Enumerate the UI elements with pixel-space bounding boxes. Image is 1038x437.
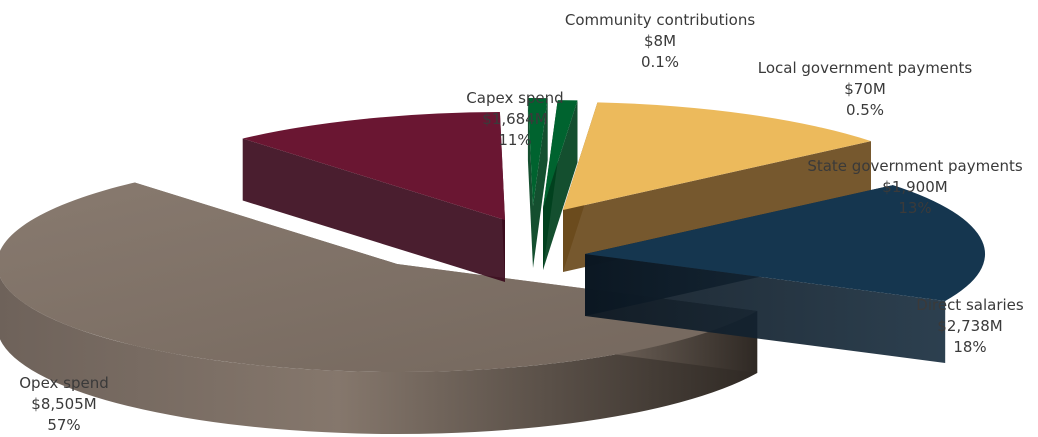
slice-label-text: Community contributions: [564, 11, 756, 29]
slice-label-state-government: State government payments $1,900M 13%: [800, 156, 1030, 219]
slice-percent-text: 13%: [898, 199, 932, 217]
slice-label-opex: Opex spend $8,505M 57%: [4, 373, 124, 436]
slice-value-text: $2,738M: [937, 317, 1003, 335]
slice-percent-text: 57%: [47, 416, 81, 434]
pie-slice-cut-face: [242, 138, 505, 282]
pie-slice-1: [242, 112, 505, 282]
pie-slice-3: [543, 100, 578, 271]
pie-slice-side: [0, 277, 758, 435]
slice-label-text: Opex spend: [19, 374, 109, 392]
slice-percent-text: 11%: [498, 131, 532, 149]
slice-value-text: $1,684M: [482, 110, 548, 128]
pie-slice-5: [585, 185, 986, 363]
slice-label-direct-salaries: Direct salaries $2,738M 18%: [905, 295, 1035, 358]
slice-label-capex: Capex spend $1,684M 11%: [440, 88, 590, 151]
pie-slice-cut-face: [527, 98, 533, 268]
slice-value-text: $8M: [643, 32, 677, 50]
pie-slice-top: [0, 182, 758, 373]
slice-percent-text: 18%: [953, 338, 987, 356]
pie-slice-top: [563, 102, 871, 210]
slice-label-text: Capex spend: [466, 89, 564, 107]
slice-label-community: Community contributions $8M 0.1%: [540, 10, 780, 73]
pie-slice-cut-face: [533, 98, 548, 268]
slice-value-text: $70M: [844, 80, 886, 98]
pie-slice-cut-face: [563, 141, 871, 272]
pie-slice-top: [543, 100, 578, 208]
slice-label-text: Local government payments: [757, 59, 973, 77]
pie-slice-0: [0, 182, 758, 435]
pie-slice-cut-face: [585, 254, 946, 363]
pie-slice-top: [585, 185, 986, 301]
slice-value-text: $8,505M: [31, 395, 97, 413]
slice-percent-text: 0.5%: [845, 101, 885, 119]
pie-slice-top: [242, 112, 505, 220]
pie-slice-4: [563, 102, 871, 273]
pie-slice-top: [527, 97, 548, 206]
slice-value-text: $1,900M: [882, 178, 948, 196]
slice-label-text: Direct salaries: [916, 296, 1024, 314]
slice-label-local-government: Local government payments $70M 0.5%: [735, 58, 995, 121]
slice-label-text: State government payments: [807, 157, 1023, 175]
slice-percent-text: 0.1%: [640, 53, 680, 71]
pie-slice-cut-face: [543, 100, 578, 271]
pie-slice-2: [527, 97, 548, 268]
